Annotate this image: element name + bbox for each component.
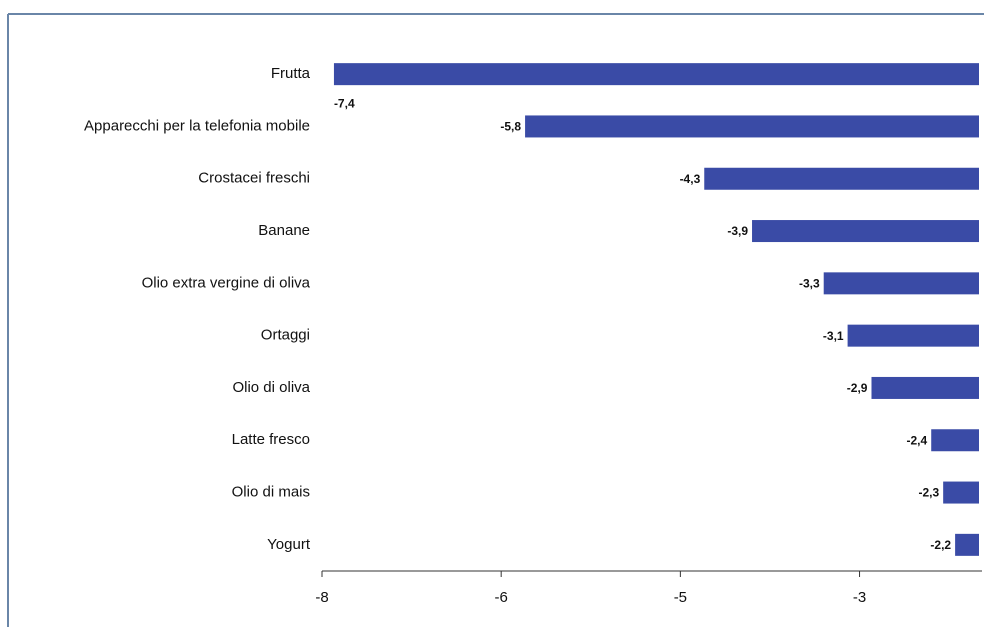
- category-label: Olio extra vergine di oliva: [142, 274, 311, 291]
- category-label: Olio di oliva: [232, 379, 310, 396]
- value-label: -3,9: [727, 224, 748, 238]
- x-tick-label: -8: [315, 589, 328, 606]
- category-label: Crostacei freschi: [198, 170, 310, 187]
- value-label: -3,3: [799, 277, 820, 291]
- x-tick-label: -6: [495, 589, 508, 606]
- value-label: -2,2: [930, 538, 951, 552]
- category-label: Yogurt: [267, 536, 311, 553]
- value-label: -5,8: [500, 120, 521, 134]
- category-label: Frutta: [271, 65, 311, 82]
- value-label: -4,3: [680, 172, 701, 186]
- bar: [931, 429, 979, 452]
- bar: [955, 533, 979, 556]
- category-label: Latte fresco: [232, 431, 310, 448]
- x-tick-label: -5: [674, 589, 687, 606]
- bar: [704, 167, 979, 190]
- category-label: Apparecchi per la telefonia mobile: [84, 117, 310, 134]
- bar: [333, 63, 980, 86]
- bar: [823, 272, 979, 295]
- category-label: Ortaggi: [261, 327, 310, 344]
- value-label: -2,4: [907, 433, 928, 447]
- category-label: Banane: [258, 222, 310, 239]
- value-label: -3,1: [823, 329, 844, 343]
- value-label: -2,9: [847, 381, 868, 395]
- bar: [943, 481, 979, 504]
- x-tick-label: -3: [853, 589, 866, 606]
- value-label: -7,4: [334, 96, 355, 110]
- bar: [871, 376, 979, 399]
- bar: [752, 220, 979, 243]
- category-label: Olio di mais: [232, 484, 310, 501]
- value-label: -2,3: [918, 486, 939, 500]
- bar: [525, 115, 979, 138]
- bar: [847, 324, 979, 347]
